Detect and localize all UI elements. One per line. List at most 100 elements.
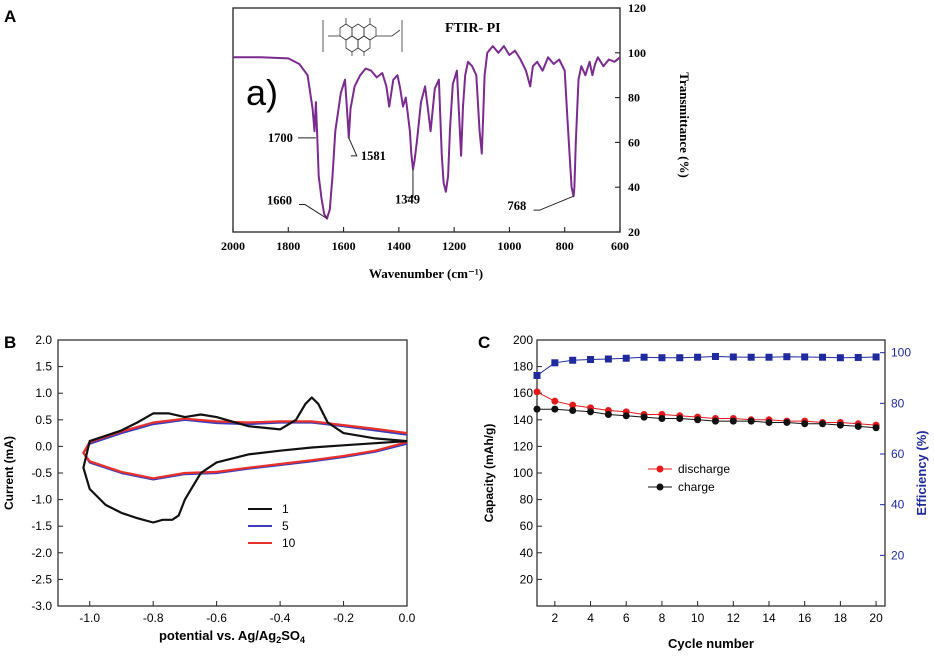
- a-annotation-label: 1700: [268, 131, 293, 145]
- c-x-tick-label: 8: [659, 611, 666, 625]
- b-y-tick-label: -2.5: [31, 572, 52, 586]
- panel-c-legend: discharge charge: [648, 462, 730, 494]
- c-y-tick-label: 180: [513, 360, 533, 374]
- c-right-y-tick-label: 20: [891, 548, 905, 562]
- charge-point: [801, 420, 809, 428]
- charge-point: [551, 405, 559, 413]
- b-y-tick-label: 2.0: [35, 333, 52, 347]
- panel-a-frame: [232, 7, 621, 233]
- a-annotation-label: 1581: [361, 149, 386, 163]
- panel-c: C 2 4 6 8 10 12 14 16 18 20 20 40 60 80 100 120 140 160 1…: [478, 333, 929, 651]
- panel-b-label: B: [4, 333, 16, 352]
- b-y-tick-label: 0.5: [35, 413, 52, 427]
- charge-point: [819, 420, 827, 428]
- charge-point: [640, 413, 648, 421]
- efficiency-point: [676, 354, 684, 362]
- efficiency-point: [765, 353, 773, 361]
- efficiency-point: [729, 353, 737, 361]
- polyimide-structure-icon: [322, 18, 403, 56]
- efficiency-point: [694, 353, 702, 361]
- efficiency-point: [622, 354, 630, 362]
- c-right-y-tick-label: 80: [891, 396, 905, 410]
- b-y-tick-label: 1.0: [35, 386, 52, 400]
- charge-point: [587, 408, 595, 416]
- a-annotation-leader: [348, 137, 358, 157]
- c-y-tick-label: 100: [513, 466, 533, 480]
- panel-a-x-ticks: 2000 1800 1600 1400 1200 1000 800 600: [221, 227, 629, 253]
- efficiency-point: [819, 353, 827, 361]
- charge-point: [783, 418, 791, 426]
- panel-b-y-ticks: -3.0 -2.5 -2.0 -1.5 -1.0 -0.5 0.0 0.5 1.0 1.5 2.0: [31, 333, 63, 613]
- efficiency-point: [640, 353, 648, 361]
- charge-point: [658, 414, 666, 422]
- b-x-tick-label: -1.0: [79, 611, 100, 625]
- b-y-tick-label: -1.0: [31, 493, 52, 507]
- panel-c-label: C: [478, 333, 490, 352]
- discharge-point: [551, 397, 559, 405]
- efficiency-point: [801, 353, 809, 361]
- charge-point: [836, 421, 844, 429]
- efficiency-point: [569, 356, 577, 364]
- panel-a-title: FTIR- PI: [445, 21, 501, 36]
- b-x-tick-label: -0.6: [206, 611, 227, 625]
- a-y-tick-label: 100: [628, 46, 646, 60]
- ftir-series-line: [233, 45, 621, 220]
- panel-a-y-ticks: 20 40 60 80 100 120: [615, 1, 646, 239]
- panel-b-y-axis-label: Current (mA): [2, 436, 16, 510]
- a-annotation-leader: [298, 204, 328, 219]
- a-annotation-label: 1660: [267, 194, 292, 208]
- a-y-tick-label: 80: [628, 91, 640, 105]
- panel-b-x-axis-label: potential vs. Ag/Ag2SO4: [159, 628, 305, 645]
- a-y-tick-label: 60: [628, 135, 640, 149]
- c-right-y-tick-label: 100: [891, 346, 911, 360]
- c-x-tick-label: 4: [587, 611, 594, 625]
- charge-point: [622, 412, 630, 420]
- panel-c-series: [533, 352, 880, 432]
- a-x-tick-label: 1800: [276, 239, 300, 253]
- efficiency-point: [711, 352, 719, 360]
- a-y-tick-label: 20: [628, 225, 640, 239]
- cv-cycle-10-line: [82, 417, 408, 480]
- c-legend-label: charge: [678, 480, 715, 494]
- efficiency-point: [872, 353, 880, 361]
- efficiency-point: [551, 359, 559, 367]
- c-right-y-tick-label: 60: [891, 447, 905, 461]
- panel-a-annotations: 1700 1660 1581 1349 768: [267, 131, 574, 219]
- c-x-tick-label: 16: [798, 611, 812, 625]
- efficiency-point: [747, 353, 755, 361]
- efficiency-point: [658, 354, 666, 362]
- cv-cycle-1-line: [82, 396, 408, 524]
- charge-point: [872, 424, 880, 432]
- b-y-tick-label: 0.0: [35, 439, 52, 453]
- b-x-tick-label: 0.0: [399, 611, 416, 625]
- charge-point: [694, 416, 702, 424]
- discharge-point: [533, 388, 541, 396]
- c-legend-swatch-marker: [656, 465, 664, 473]
- b-y-tick-label: -1.5: [31, 519, 52, 533]
- b-y-tick-label: -3.0: [31, 599, 52, 613]
- c-y-tick-label: 80: [520, 493, 534, 507]
- c-x-tick-label: 20: [869, 611, 883, 625]
- c-x-tick-label: 2: [552, 611, 559, 625]
- a-annotation-label: 1349: [395, 192, 420, 206]
- charge-point: [676, 414, 684, 422]
- a-x-tick-label: 1200: [442, 239, 466, 253]
- c-x-tick-label: 18: [834, 611, 848, 625]
- c-legend-swatch-marker: [656, 483, 664, 491]
- discharge-point: [569, 401, 577, 409]
- c-legend-label: discharge: [678, 462, 730, 476]
- a-x-tick-label: 600: [611, 239, 629, 253]
- c-y-tick-label: 200: [513, 333, 533, 347]
- panel-c-x-ticks: 2 4 6 8 10 12 14 16 18 20: [552, 601, 883, 625]
- panel-a-x-axis-label: Wavenumber (cm⁻¹): [369, 266, 483, 281]
- c-y-tick-label: 20: [520, 572, 534, 586]
- b-legend-label: 5: [282, 519, 289, 533]
- a-annotation-leader: [533, 195, 574, 211]
- c-right-y-tick-label: 40: [891, 498, 905, 512]
- a-x-tick-label: 2000: [221, 239, 245, 253]
- b-x-tick-label: -0.4: [270, 611, 291, 625]
- efficiency-point: [783, 353, 791, 361]
- a-x-tick-label: 1400: [387, 239, 411, 253]
